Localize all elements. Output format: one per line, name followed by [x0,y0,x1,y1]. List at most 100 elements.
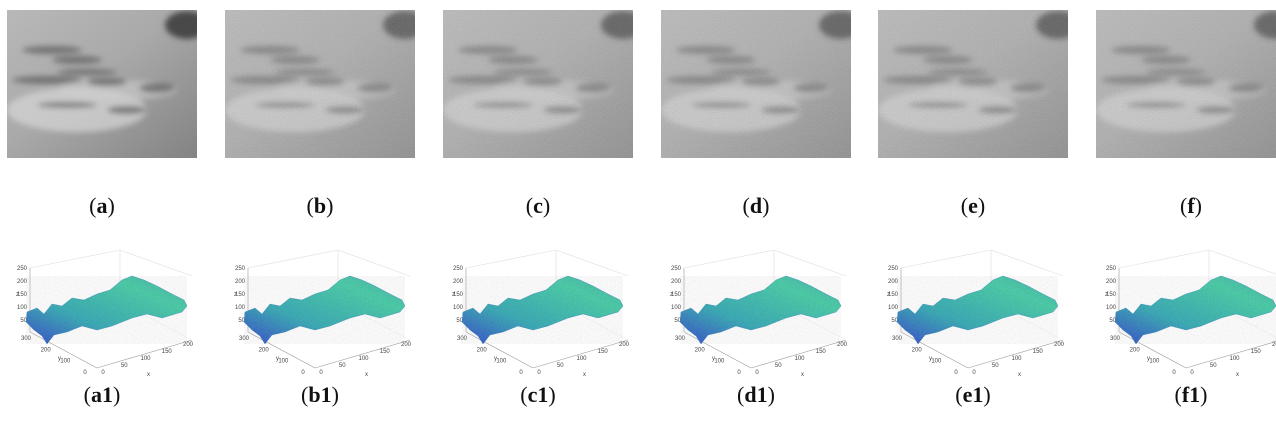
label-part: d [750,193,762,218]
x-tick-label: 200 [619,342,630,348]
z-axis-label: z [1105,292,1108,298]
x-tick-label: 200 [837,342,848,348]
label-part: ( [84,382,91,407]
label-part: ( [301,382,308,407]
z-tick-label: 200 [1106,279,1117,285]
x-tick-label: 50 [1210,363,1217,369]
image [878,10,1068,158]
x-axis-label: x [1018,372,1021,378]
panel-label: (d) [743,193,770,218]
z-tick-label: 250 [453,266,464,272]
z-tick-label: 250 [671,266,682,272]
z-tick-label: 100 [235,305,246,311]
y-tick-label: 100 [714,359,725,365]
z-tick-label: 200 [671,279,682,285]
x-tick-label: 100 [140,356,151,362]
z-tick-label: 100 [671,305,682,311]
z-tick-label: 150 [453,292,464,298]
label-part: ( [743,193,750,218]
axis-line [29,249,121,269]
noise [661,10,851,158]
z-axis-label: z [670,292,673,298]
label-part: ) [1200,382,1207,407]
y-tick-label: 100 [60,359,71,365]
label-part: ( [520,382,527,407]
label-part: ) [326,193,333,218]
noise [7,10,197,158]
image [1096,10,1276,158]
z-tick-label: 50 [238,318,245,324]
x-tick-label: 100 [576,356,587,362]
y-tick-label: 100 [496,359,507,365]
label-part: ) [983,382,990,407]
axis-line [773,249,847,277]
label-part: ) [768,382,775,407]
y-tick-label: 200 [912,347,923,353]
y-axis-label: y [494,356,497,362]
z-tick-label: 150 [1106,292,1117,298]
panel-label: (e) [961,193,985,218]
noise [1096,10,1276,158]
x-tick-label: 0 [755,370,759,376]
panel-label: (c1) [520,382,555,407]
y-tick-label: 0 [1172,370,1176,376]
label-part: ( [955,382,962,407]
label-part: ) [1195,193,1202,218]
y-axis-label: y [1147,356,1150,362]
label-part: ( [737,382,744,407]
x-tick-label: 100 [794,356,805,362]
z-tick-label: 150 [17,292,28,298]
axis-line [990,249,1064,277]
x-tick-label: 0 [101,370,105,376]
label-part: ) [332,382,339,407]
x-tick-label: 200 [1272,342,1276,348]
x-tick-label: 50 [992,363,999,369]
panel-label: (f) [1180,193,1202,218]
noise [225,10,415,158]
y-axis-label: y [929,356,932,362]
x-tick-label: 150 [816,349,827,355]
x-axis-label: x [583,372,586,378]
z-axis-label: z [452,292,455,298]
axis-line [465,249,557,269]
y-tick-label: 0 [737,370,741,376]
x-tick-label: 50 [121,363,128,369]
label-part: a1 [91,382,113,407]
axis-line [119,249,193,277]
y-tick-label: 0 [519,370,523,376]
image [7,10,197,158]
label-part: ) [548,382,555,407]
x-tick-label: 50 [775,363,782,369]
x-axis-label: x [801,372,804,378]
y-tick-label: 300 [675,336,686,342]
axis-line [532,339,629,369]
axis-line [1185,341,1276,369]
z-tick-label: 150 [888,292,899,298]
axis-line [1208,249,1276,275]
panel-label: (a1) [84,382,121,407]
x-tick-label: 0 [1190,370,1194,376]
axis-line [314,339,411,369]
axis-line [465,331,534,369]
z-tick-label: 150 [671,292,682,298]
y-tick-label: 200 [259,347,270,353]
axis-line [247,331,316,369]
surface-texture [26,276,187,344]
y-tick-label: 300 [1110,336,1121,342]
z-tick-label: 200 [235,279,246,285]
surface-texture [680,276,841,344]
z-tick-label: 250 [1106,266,1117,272]
x-tick-label: 200 [1054,342,1065,348]
noise [878,10,1068,158]
y-tick-label: 100 [1149,359,1160,365]
surface-plot: 50 100 150 200 250 z 300 200 100 0 y 0 50 100 150 200 x [452,249,630,378]
surface-plot: 50 100 150 200 250 z 300 200 100 0 y 0 50 100 150 200 x [887,249,1065,378]
y-tick-label: 0 [301,370,305,376]
surface-plot: 50 100 150 200 250 z 300 200 100 0 y 0 50 100 150 200 x [234,249,412,378]
label-part: ) [108,193,115,218]
label-part: e [968,193,978,218]
axis-line [900,331,969,369]
x-axis-label: x [147,372,150,378]
x-tick-label: 50 [557,363,564,369]
x-tick-label: 50 [339,363,346,369]
